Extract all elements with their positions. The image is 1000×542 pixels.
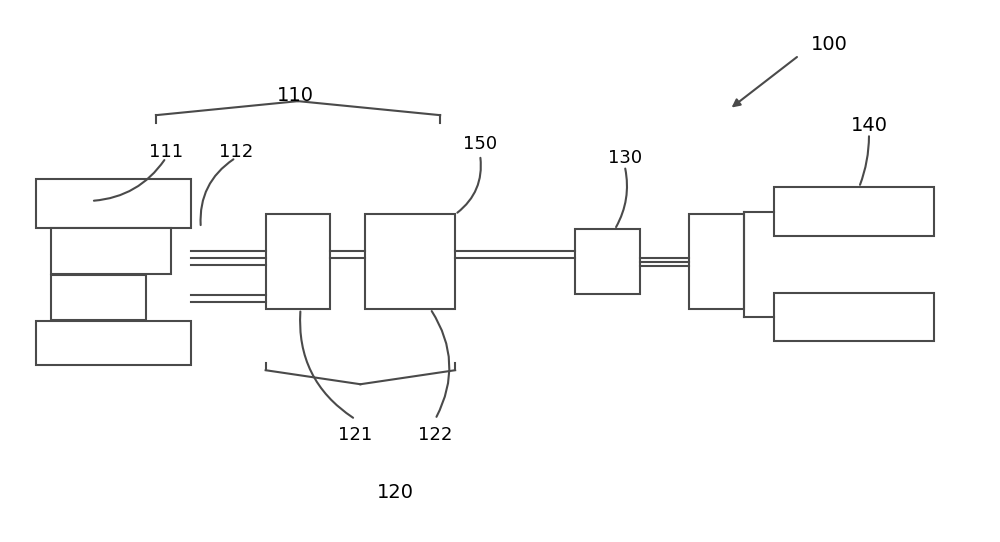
Bar [36, 321, 191, 365]
Text: 140: 140 [850, 116, 887, 135]
Text: 122: 122 [418, 427, 452, 444]
Text: 112: 112 [219, 144, 253, 162]
Bar [51, 228, 171, 274]
Bar [51, 275, 146, 320]
Text: 150: 150 [463, 136, 497, 153]
Text: 100: 100 [811, 35, 848, 54]
Text: 130: 130 [608, 149, 642, 167]
Text: 121: 121 [338, 427, 373, 444]
Bar [266, 215, 330, 309]
Bar [575, 229, 640, 294]
Bar [365, 215, 455, 309]
Bar [774, 188, 934, 236]
Text: 110: 110 [277, 86, 314, 105]
Text: 120: 120 [377, 482, 414, 501]
Bar [36, 179, 191, 228]
Bar [774, 293, 934, 341]
Bar [689, 215, 744, 309]
Text: 111: 111 [149, 144, 183, 162]
